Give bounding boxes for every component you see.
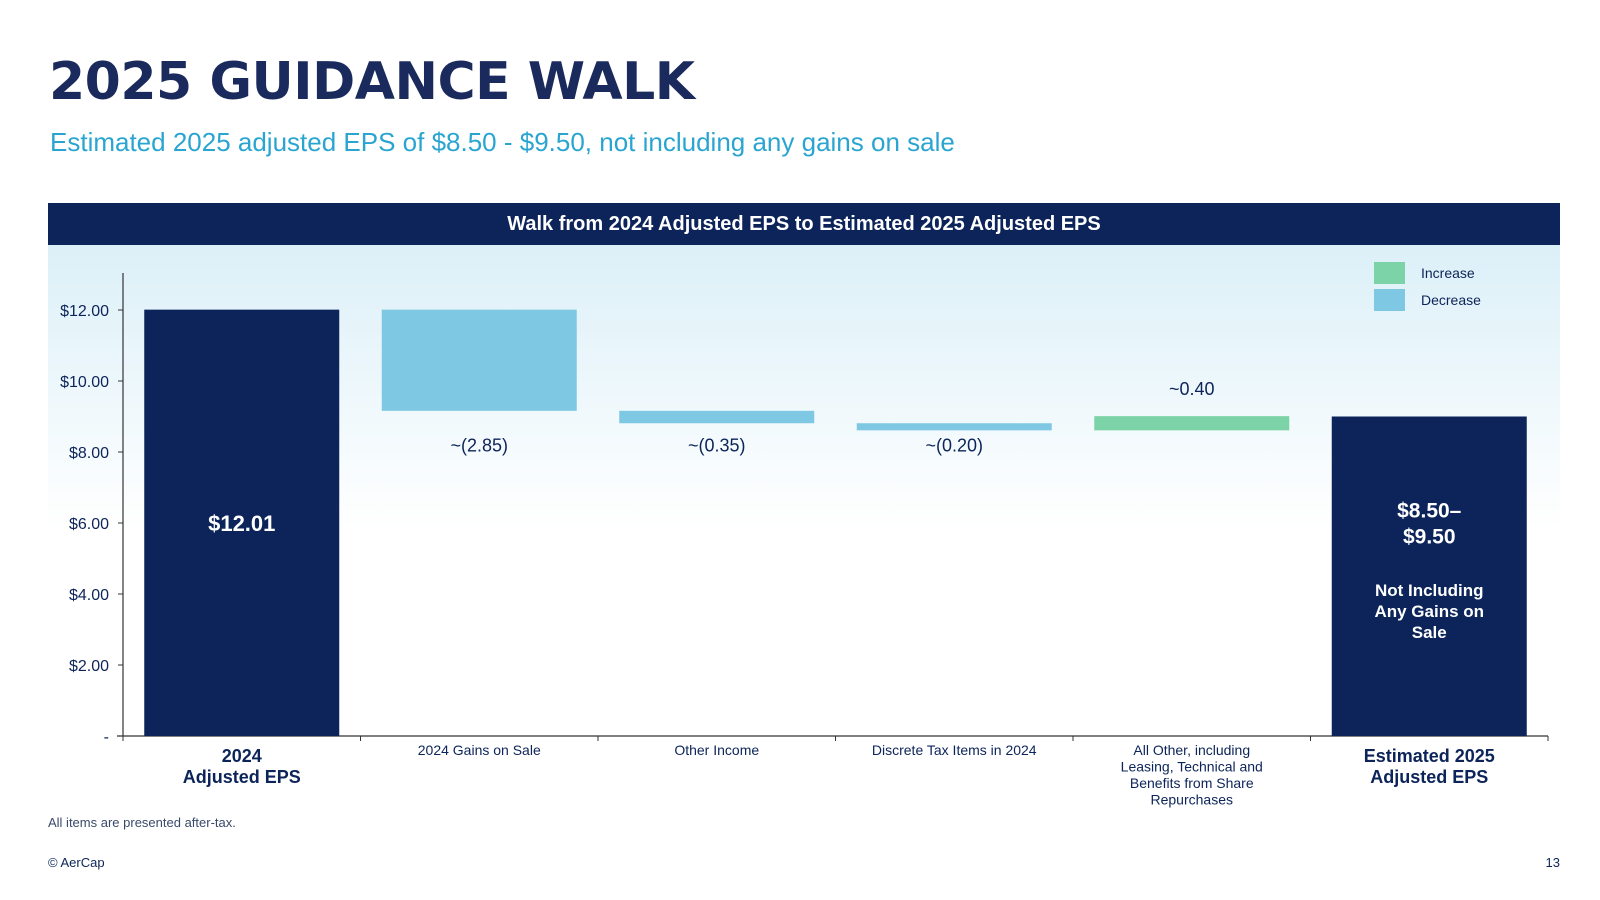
copyright: © AerCap: [48, 855, 105, 870]
page-subtitle: Estimated 2025 adjusted EPS of $8.50 - $…: [50, 127, 955, 157]
legend-swatch-increase: [1374, 261, 1405, 284]
y-tick-label: $2.00: [69, 658, 109, 675]
waterfall-bar: [381, 309, 577, 411]
legend-item-increase: Increase: [1374, 259, 1504, 286]
legend-label-increase: Increase: [1421, 264, 1475, 281]
chart-legend: Increase Decrease: [1374, 259, 1504, 313]
y-tick-label: -: [104, 729, 109, 746]
x-category-label: 2024 Adjusted EPS: [183, 746, 301, 787]
bar-value-label: $8.50– $9.50: [1397, 500, 1462, 549]
chart-header: Walk from 2024 Adjusted EPS to Estimated…: [48, 203, 1560, 245]
y-tick-label: $6.00: [69, 516, 109, 533]
legend-label-decrease: Decrease: [1421, 291, 1481, 308]
page-number: 13: [1545, 855, 1560, 870]
waterfall-bar: [856, 423, 1052, 431]
y-tick-label: $8.00: [69, 445, 109, 462]
legend-item-decrease: Decrease: [1374, 286, 1504, 313]
bar-value-label: ~0.40: [1169, 379, 1215, 399]
page-title: 2025 GUIDANCE WALK: [49, 52, 695, 112]
bar-value-label: ~(0.35): [688, 435, 746, 455]
x-category-label: Discrete Tax Items in 2024: [872, 742, 1037, 758]
waterfall-chart: - $2.00 $4.00 $6.00 $8.00 $10.00 $12.00 2024 Adj…: [48, 245, 1560, 815]
bar-value-label: ~(2.85): [450, 435, 508, 455]
waterfall-bar: [1331, 416, 1527, 736]
waterfall-bar: [619, 410, 815, 424]
footnote: All items are presented after-tax.: [48, 815, 236, 830]
x-category-label: All Other, including Leasing, Technical a…: [1121, 742, 1263, 808]
legend-swatch-decrease: [1374, 288, 1405, 311]
chart-header-title: Walk from 2024 Adjusted EPS to Estimated…: [507, 212, 1101, 235]
y-tick-label: $4.00: [69, 587, 109, 604]
waterfall-bar: [144, 309, 340, 736]
bar-value-label: ~(0.20): [925, 435, 983, 455]
x-category-label: Estimated 2025 Adjusted EPS: [1364, 746, 1495, 787]
bar-value-label: $12.01: [208, 511, 275, 536]
chart-area: - $2.00 $4.00 $6.00 $8.00 $10.00 $12.00 2024 Adj…: [48, 245, 1560, 815]
y-tick-label: $10.00: [60, 374, 109, 391]
waterfall-bar: [1094, 416, 1290, 431]
bar-sublabel: Not Including Any Gains on Sale: [1374, 581, 1484, 642]
x-category-label: 2024 Gains on Sale: [418, 742, 541, 758]
x-category-label: Other Income: [674, 742, 759, 758]
y-tick-label: $12.00: [60, 303, 109, 320]
